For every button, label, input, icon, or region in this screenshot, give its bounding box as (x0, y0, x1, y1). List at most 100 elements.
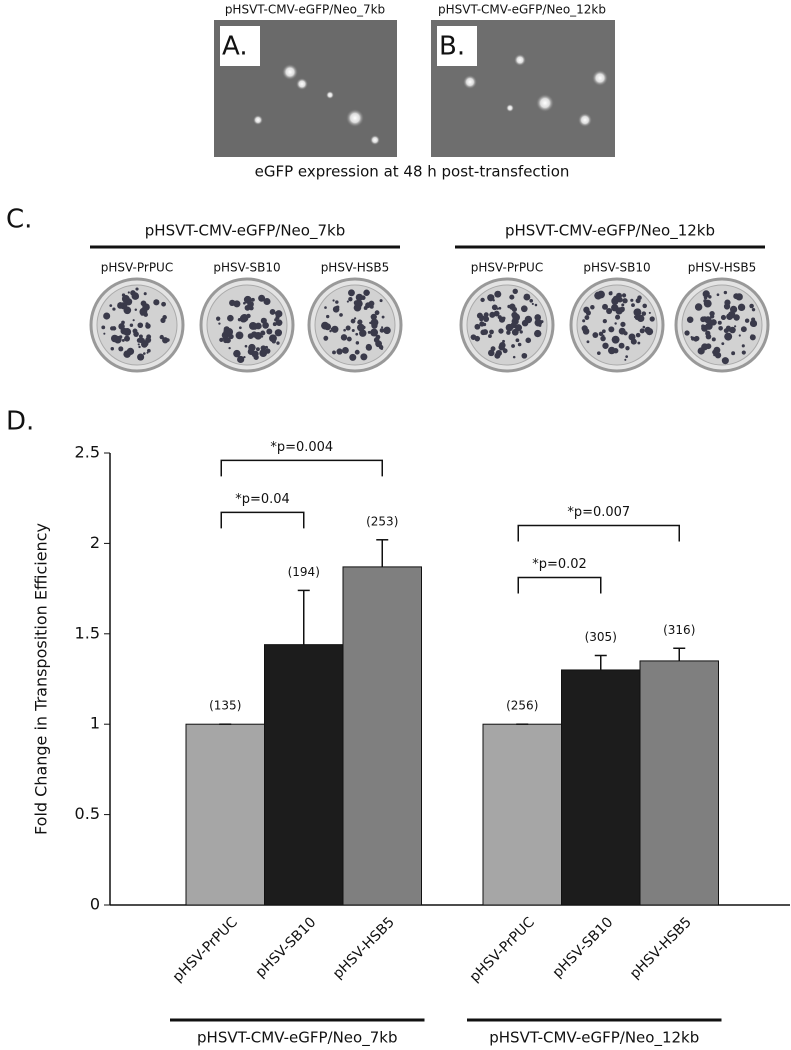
significance-label: *p=0.02 (532, 557, 587, 572)
y-tick-label: 0 (90, 895, 100, 914)
colony (496, 307, 499, 310)
colony (355, 332, 359, 336)
group-label: pHSVT-CMV-eGFP/Neo_7kb (197, 1029, 397, 1048)
colony (735, 293, 743, 301)
panel-letter: A. (222, 32, 248, 62)
colony (143, 352, 146, 355)
colony (718, 325, 723, 331)
colony (633, 315, 637, 319)
colony (602, 303, 608, 310)
colony (265, 348, 271, 354)
colony (729, 326, 736, 334)
colony (733, 314, 740, 321)
colony (142, 340, 149, 347)
colony (272, 322, 277, 327)
colony (336, 305, 340, 309)
group-title: pHSVT-CMV-eGFP/Neo_7kb (145, 222, 345, 241)
colony (608, 291, 613, 296)
colony (635, 332, 641, 338)
colony (129, 323, 134, 328)
colony (612, 304, 615, 307)
colony (140, 300, 147, 307)
colony (622, 298, 628, 304)
dish-label: pHSV-PrPUC (101, 261, 173, 275)
colony (243, 295, 252, 304)
colony (323, 336, 328, 341)
colony (261, 335, 264, 338)
colony (269, 334, 277, 343)
colony (717, 320, 722, 325)
colony (153, 299, 160, 306)
colony (161, 301, 166, 307)
colony (611, 297, 619, 305)
colony (124, 335, 130, 342)
significance-bracket (220, 459, 383, 477)
colony (645, 327, 654, 336)
colony (713, 353, 716, 357)
colony (744, 318, 750, 323)
colony (614, 322, 617, 325)
colony (159, 334, 164, 340)
colony (228, 346, 231, 350)
count-label: (194) (288, 565, 320, 579)
colony (751, 317, 756, 322)
colony (684, 330, 690, 336)
colony (724, 332, 733, 341)
colony (529, 298, 534, 303)
colony (635, 298, 641, 304)
colony (265, 345, 269, 349)
colony (370, 313, 377, 321)
colony (521, 352, 528, 359)
colony (266, 328, 273, 335)
colony (138, 322, 142, 327)
colony (693, 337, 699, 342)
colony (642, 325, 646, 329)
colony (621, 303, 625, 307)
colony (510, 322, 517, 329)
colony (642, 303, 647, 309)
colony (701, 343, 709, 351)
x-tick-label: pHSV-PrPUC (170, 914, 241, 985)
colony (350, 318, 356, 324)
colony (269, 309, 276, 315)
colony (367, 330, 371, 334)
colony (480, 315, 485, 320)
colony (731, 351, 736, 356)
colony (534, 303, 538, 307)
colony (512, 355, 516, 359)
colony (251, 331, 258, 338)
colony (640, 328, 643, 332)
colony (738, 334, 741, 337)
colony (701, 324, 705, 328)
colony (511, 344, 515, 348)
colony (329, 329, 332, 333)
colony (348, 289, 355, 297)
colony (619, 306, 625, 313)
colony (524, 315, 533, 324)
colony (585, 310, 591, 316)
colony (133, 331, 139, 337)
colony (326, 314, 330, 319)
colony (379, 328, 385, 333)
colony (138, 345, 141, 349)
colony (381, 326, 384, 329)
colony (357, 321, 361, 324)
colony (339, 313, 343, 317)
colony (703, 299, 712, 308)
colony (700, 316, 706, 323)
dish-label: pHSV-PrPUC (471, 261, 543, 275)
colony (534, 329, 542, 338)
colony (531, 302, 534, 306)
colony (740, 326, 747, 333)
colony (519, 330, 523, 334)
colony (582, 319, 586, 323)
colony (237, 355, 245, 364)
colony (225, 337, 230, 343)
colony (365, 344, 372, 351)
colony (721, 342, 725, 346)
colony (625, 355, 629, 359)
significance-bracket (220, 511, 305, 529)
colony (134, 308, 138, 311)
significance-label: *p=0.04 (235, 492, 290, 507)
